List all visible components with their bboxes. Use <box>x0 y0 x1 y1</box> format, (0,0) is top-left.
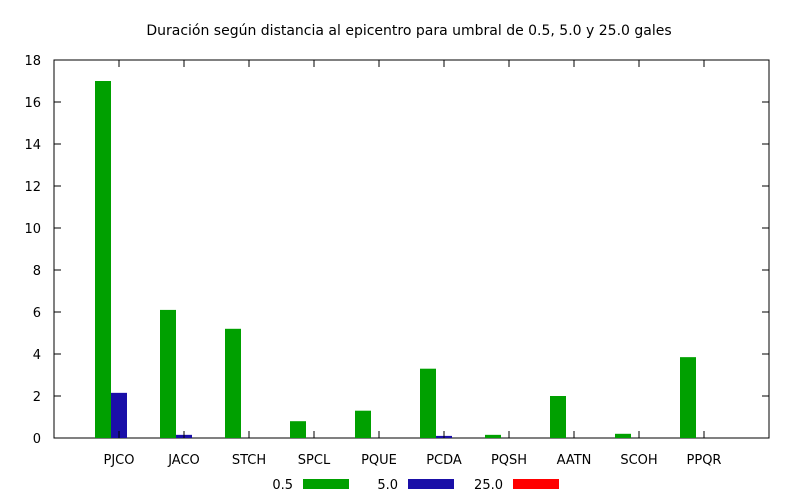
legend-swatch <box>513 479 559 489</box>
y-tick-label: 12 <box>24 180 41 195</box>
chart-title: Duración según distancia al epicentro pa… <box>146 23 671 39</box>
y-tick-label: 4 <box>33 348 41 363</box>
legend-label: 0.5 <box>272 478 293 493</box>
y-axis: 0 2 4 6 8 10 12 14 16 18 <box>24 54 769 447</box>
bar-0.5-JACO <box>160 309 176 438</box>
bar-0.5-SPCL <box>290 421 306 438</box>
bars <box>95 81 696 438</box>
bar-0.5-AATN <box>550 396 566 438</box>
legend-swatch <box>303 479 349 489</box>
legend: 0.5 5.0 25.0 <box>272 478 559 493</box>
bar-0.5-PCDA <box>420 368 436 438</box>
legend-label: 25.0 <box>474 478 503 493</box>
bar-0.5-PQUE <box>355 410 371 438</box>
bar-0.5-PQSH <box>485 434 501 438</box>
x-tick-label: STCH <box>232 453 266 468</box>
x-tick-label: SCOH <box>620 453 657 468</box>
plot-frame <box>53 59 770 439</box>
x-tick-label: AATN <box>557 453 592 468</box>
x-tick-label: PJCO <box>104 453 135 468</box>
x-tick-label: PCDA <box>426 453 462 468</box>
bar-0.5-PPQR <box>680 357 696 438</box>
bar-0.5-STCH <box>225 328 241 438</box>
bar-5.0-PJCO <box>111 392 127 438</box>
x-tick-label: PPQR <box>687 453 722 468</box>
y-tick-label: 16 <box>24 96 41 111</box>
x-tick-label: JACO <box>167 453 200 468</box>
x-axis: PJCO JACO STCH SPCL PQUE PCDA PQSH AATN SCOH PPQR <box>104 60 722 468</box>
x-tick-label: PQSH <box>491 453 527 468</box>
legend-label: 5.0 <box>377 478 398 493</box>
y-tick-label: 0 <box>33 432 41 447</box>
y-tick-label: 14 <box>24 138 41 153</box>
bar-0.5-PJCO <box>95 81 111 438</box>
legend-swatch <box>408 479 454 489</box>
y-tick-label: 6 <box>33 306 41 321</box>
y-tick-label: 2 <box>33 390 41 405</box>
y-tick-label: 8 <box>33 264 41 279</box>
bar-0.5-SCOH <box>615 433 631 438</box>
x-tick-label: SPCL <box>298 453 331 468</box>
x-tick-label: PQUE <box>361 453 397 468</box>
y-tick-label: 10 <box>24 222 41 237</box>
y-tick-label: 18 <box>24 54 41 69</box>
